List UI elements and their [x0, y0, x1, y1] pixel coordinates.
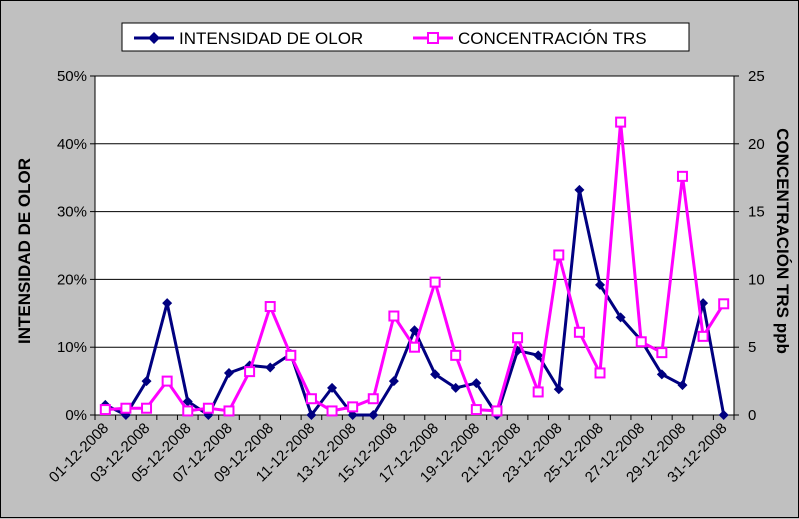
data-point-trs	[244, 366, 256, 378]
data-point-trs	[347, 401, 359, 413]
plot-area	[95, 76, 734, 415]
data-point-intensidad	[368, 410, 379, 420]
data-point-trs	[656, 347, 668, 359]
data-point-trs	[718, 298, 730, 310]
data-point-intensidad	[182, 396, 193, 407]
gridlines	[95, 75, 734, 348]
y-right-tick-label: 20	[748, 136, 765, 153]
data-point-intensidad	[162, 298, 173, 309]
data-point-trs	[99, 404, 111, 416]
data-point-trs	[120, 402, 132, 414]
data-point-trs	[388, 310, 400, 322]
data-point-intensidad	[533, 350, 544, 361]
data-point-trs	[532, 386, 544, 398]
data-point-trs	[615, 116, 627, 128]
y-right-axis-label: CONCENTRACIÓN TRS ppb	[773, 128, 792, 354]
y-left-tick-label: 40%	[57, 136, 87, 153]
data-point-intensidad	[553, 384, 564, 395]
data-point-trs	[512, 332, 524, 344]
y-left-axis-label: INTENSIDAD DE OLOR	[15, 158, 34, 344]
data-point-intensidad	[615, 312, 626, 323]
data-point-intensidad	[409, 325, 420, 336]
legend-label-intensidad: INTENSIDAD DE OLOR	[179, 29, 363, 48]
data-point-intensidad	[223, 367, 234, 378]
data-point-intensidad	[677, 380, 688, 391]
data-point-intensidad	[450, 382, 461, 393]
data-point-intensidad	[471, 378, 482, 389]
data-point-trs	[491, 405, 503, 417]
data-point-trs	[264, 301, 276, 313]
data-point-trs	[676, 170, 688, 182]
y-left-tick-label: 30%	[57, 204, 87, 221]
data-point-intensidad	[388, 376, 399, 387]
data-point-trs	[594, 367, 606, 379]
legend-label-trs: CONCENTRACIÓN TRS	[458, 29, 647, 48]
x-axis-ticks: 01-12-200803-12-200805-12-200807-12-2008…	[46, 415, 735, 486]
data-point-trs	[202, 402, 214, 414]
y-left-tick-label: 0%	[65, 407, 87, 424]
legend-marker-intensidad	[148, 32, 160, 44]
series-lines	[99, 116, 730, 420]
data-point-trs	[635, 336, 647, 348]
data-point-trs	[141, 402, 153, 414]
y-left-tick-label: 50%	[57, 68, 87, 85]
data-point-trs	[161, 375, 173, 387]
data-point-trs	[697, 330, 709, 342]
y-right-tick-label: 15	[748, 204, 765, 221]
legend-marker-trs	[427, 32, 439, 44]
data-point-intensidad	[141, 376, 152, 387]
data-point-trs	[367, 393, 379, 405]
data-point-intensidad	[595, 279, 606, 290]
data-point-trs	[182, 405, 194, 417]
data-point-intensidad	[265, 362, 276, 373]
y-right-tick-label: 25	[748, 68, 765, 85]
data-point-trs	[223, 405, 235, 417]
data-point-trs	[326, 405, 338, 417]
data-point-intensidad	[574, 184, 585, 195]
data-point-trs	[429, 276, 441, 288]
right-axis-ticks: 0 5 10 15 20 25	[734, 68, 765, 424]
data-point-trs	[285, 349, 297, 361]
axes	[94, 76, 735, 416]
y-left-tick-label: 20%	[57, 271, 87, 288]
data-point-trs	[305, 393, 317, 405]
data-point-intensidad	[347, 410, 358, 420]
y-left-tick-label: 10%	[57, 339, 87, 356]
data-point-intensidad	[306, 410, 317, 420]
data-point-intensidad	[430, 369, 441, 380]
left-axis-ticks: 0% 10% 20% 30% 40% 50%	[57, 68, 95, 424]
y-right-tick-label: 0	[748, 407, 756, 424]
data-point-trs	[450, 349, 462, 361]
data-point-trs	[409, 341, 420, 353]
legend-box	[121, 22, 690, 52]
plot-background	[95, 76, 734, 415]
legend: INTENSIDAD DE OLOR CONCENTRACIÓN TRS	[121, 22, 690, 52]
data-point-intensidad	[656, 369, 667, 380]
data-point-trs	[573, 326, 585, 338]
data-point-intensidad	[327, 382, 338, 393]
data-point-intensidad	[718, 410, 729, 420]
data-point-trs	[470, 404, 482, 416]
y-right-tick-label: 10	[748, 271, 765, 288]
y-right-tick-label: 5	[748, 339, 756, 356]
data-point-trs	[553, 249, 565, 261]
